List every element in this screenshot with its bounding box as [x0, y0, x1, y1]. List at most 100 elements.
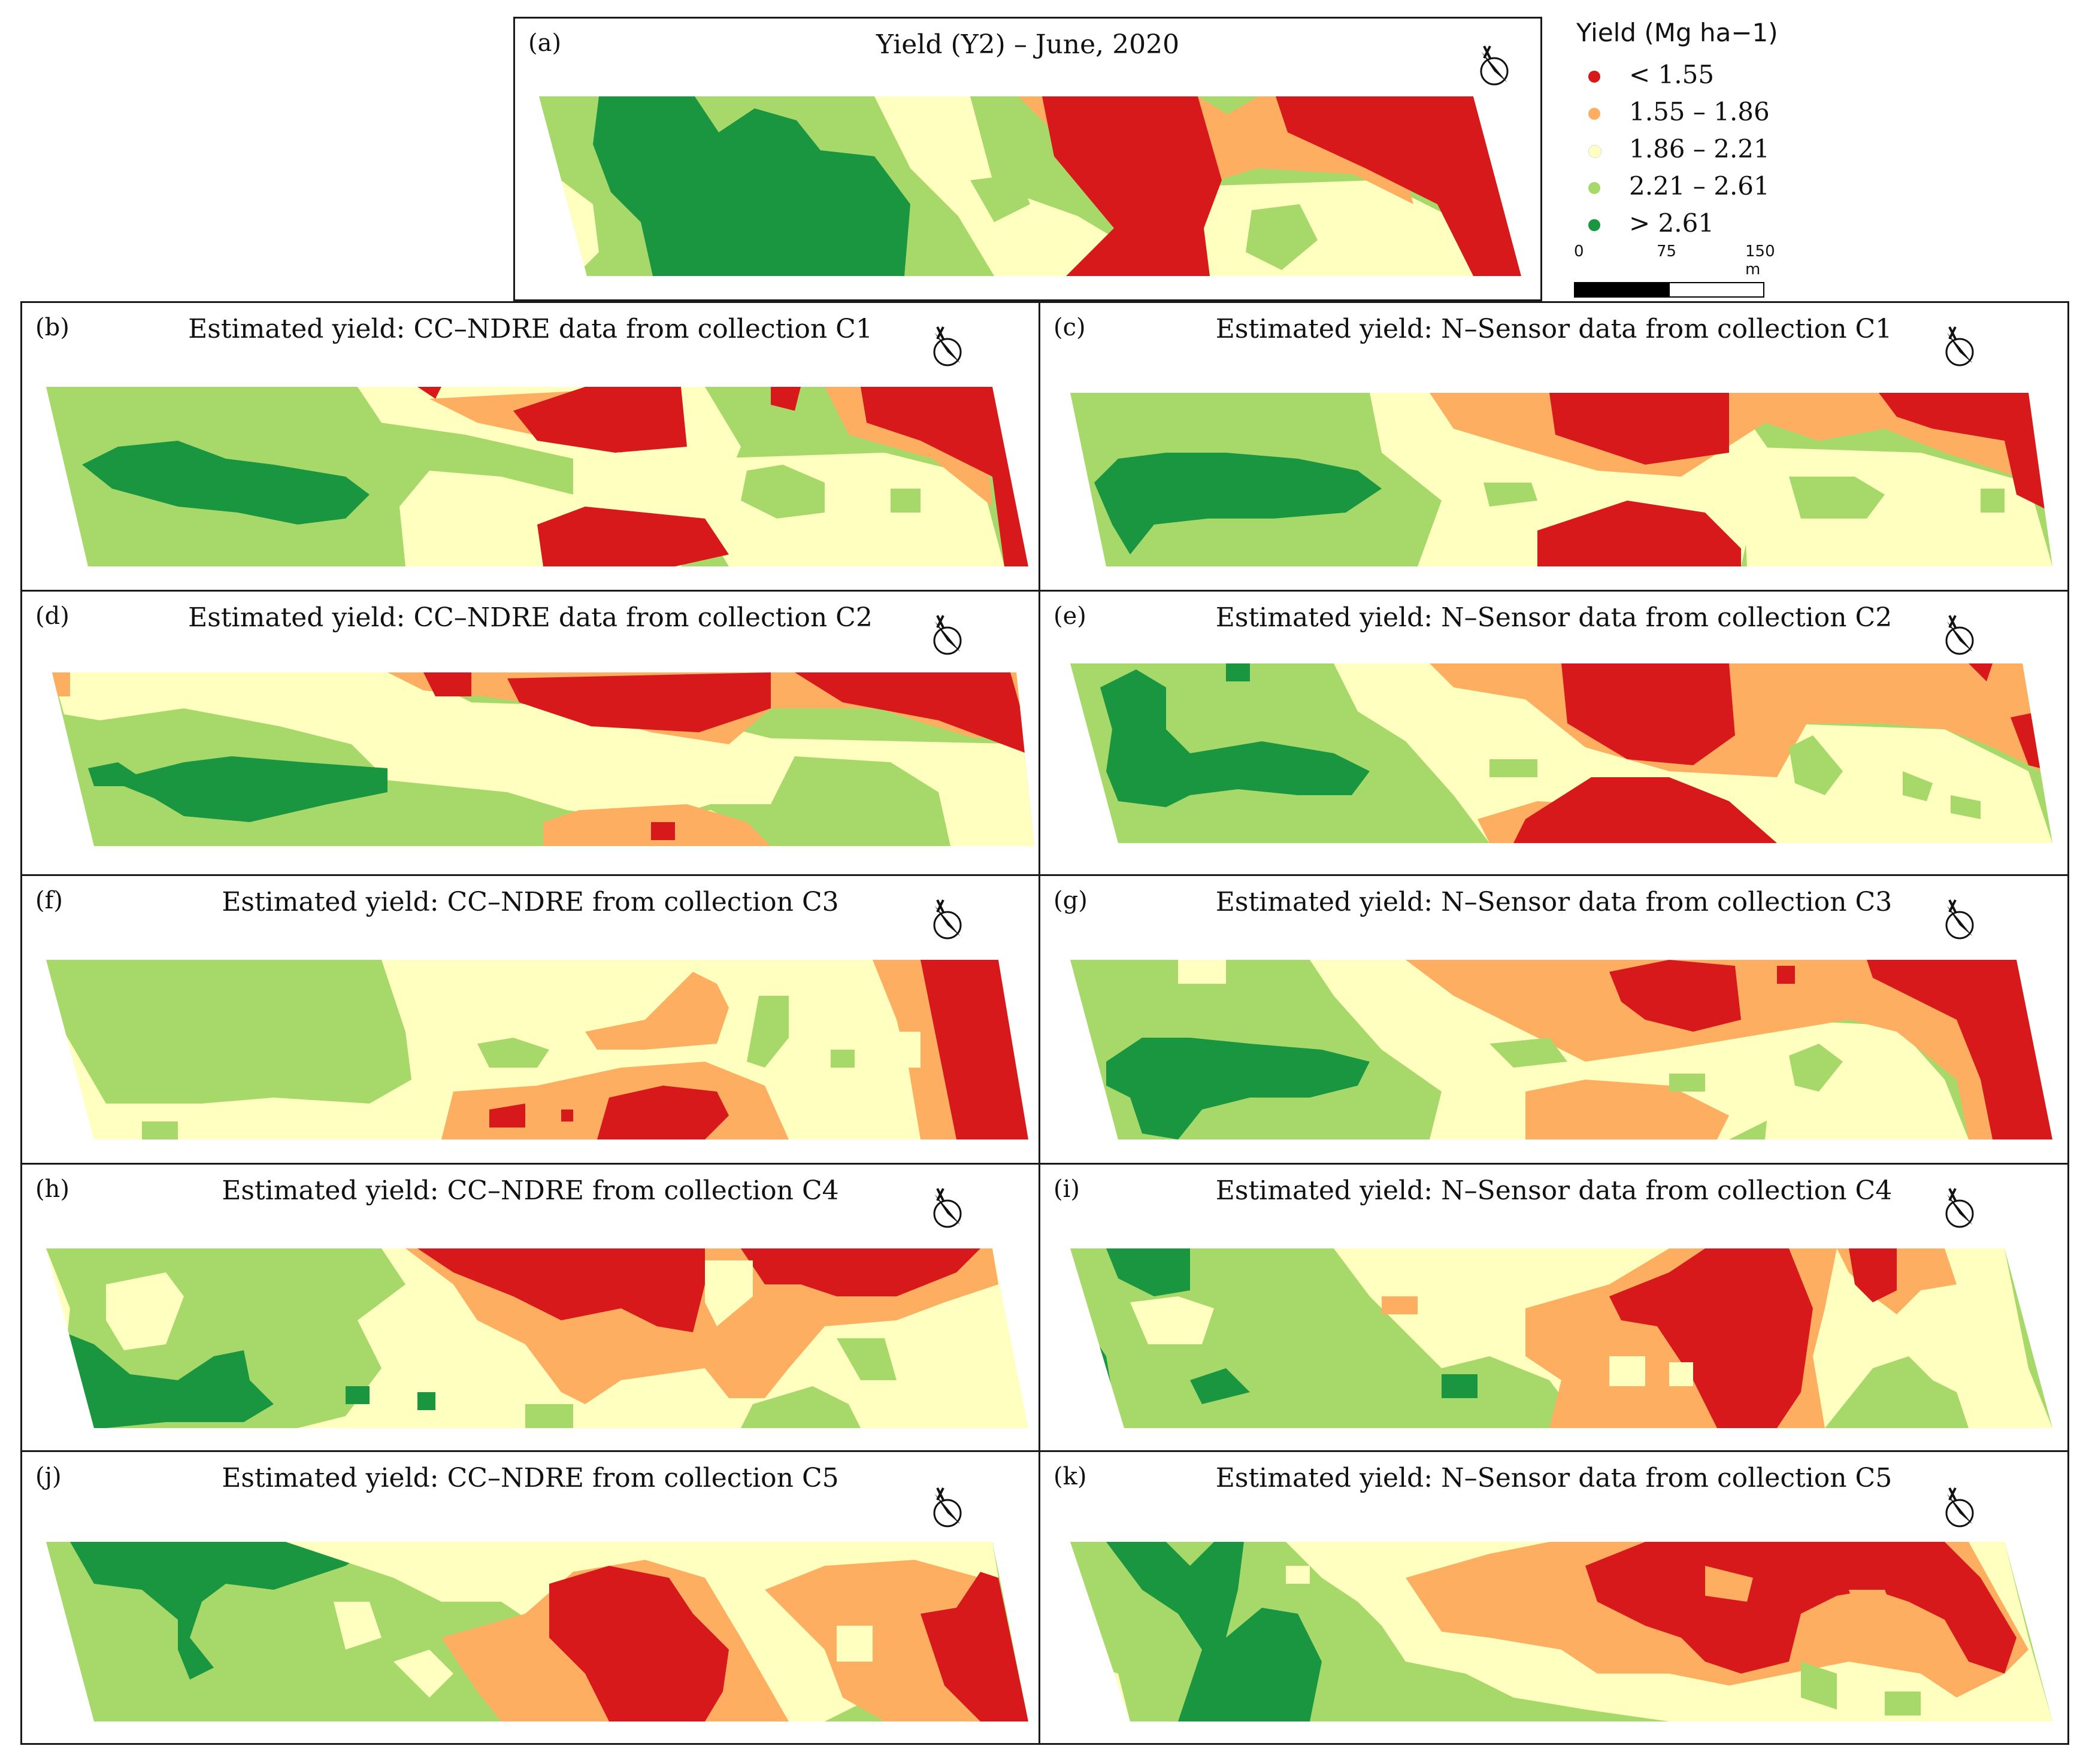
zone-gt2.61 — [1106, 1248, 1190, 1296]
zone-lt1.55 — [921, 960, 1028, 1139]
zone-2.21-2.61 — [1483, 483, 1537, 507]
zone-gt2.61 — [64, 1332, 274, 1428]
zone-2.21-2.61 — [1903, 771, 1933, 801]
zone-2.21-2.61 — [1489, 759, 1537, 777]
panel-title: Estimated yield: N–Sensor data from coll… — [1215, 602, 1893, 633]
zone-lt1.55 — [537, 507, 729, 566]
zone-lt1.55 — [1042, 96, 1222, 276]
scale-label: 150 m — [1745, 243, 1775, 278]
zone-2.21-2.61 — [1789, 477, 1885, 519]
zone-lt1.55 — [1609, 960, 1741, 1032]
zone-2.21-2.61 — [1981, 489, 2005, 513]
zone-1.86-2.21 — [393, 1650, 453, 1698]
zone-lt1.55 — [651, 822, 675, 840]
zone-gt2.61 — [417, 1392, 435, 1410]
legend-swatch — [1588, 108, 1600, 120]
zone-2.21-2.61 — [1951, 795, 1981, 819]
yield-map — [1070, 663, 2052, 843]
zone-gt2.61 — [88, 756, 387, 822]
zone-1.55-1.86 — [1849, 1590, 1897, 1626]
panel-d: (d) Estimated yield: CC–NDRE data from c… — [20, 590, 1040, 876]
zone-1.86-2.21 — [693, 1554, 717, 1572]
zone-2.21-2.61 — [970, 174, 1030, 222]
north-arrow-icon — [927, 610, 968, 665]
scale-label: 75 — [1657, 243, 1677, 260]
zone-lt1.55 — [1561, 663, 1735, 765]
north-arrow-icon — [927, 321, 968, 376]
zone-1.55-1.86 — [1382, 1296, 1418, 1314]
zone-lt1.55 — [921, 1572, 1028, 1721]
yield-map — [46, 1248, 1028, 1428]
panel-title: Estimated yield: N–Sensor data from coll… — [1215, 314, 1893, 344]
zone-lt1.55 — [597, 1086, 729, 1139]
zone-2.21-2.61 — [741, 465, 825, 519]
panel-f: (f) Estimated yield: CC–NDRE from collec… — [20, 874, 1040, 1165]
zone-gt2.61 — [1106, 1038, 1370, 1139]
zone-1.55-1.86 — [1705, 1566, 1753, 1602]
zone-2.21-2.61 — [142, 1122, 178, 1139]
north-arrow-icon — [927, 1183, 968, 1238]
panel-label: (j) — [35, 1463, 62, 1490]
zone-2.21-2.61 — [1669, 1074, 1705, 1092]
zone-lt1.55 — [861, 387, 1028, 566]
zone-1.86-2.21 — [1609, 1356, 1645, 1386]
zone-1.86-2.21 — [1130, 1296, 1214, 1344]
legend-swatch — [1588, 71, 1600, 83]
zone-lt1.55 — [417, 387, 441, 399]
zone-gt2.61 — [1442, 1374, 1478, 1398]
zone-1.55-1.86 — [585, 972, 729, 1050]
north-arrow-icon — [927, 1482, 968, 1537]
legend-label: 1.55 – 1.86 — [1629, 97, 1770, 126]
zone-2.21-2.61 — [1789, 735, 1843, 795]
north-arrow-icon — [927, 894, 968, 949]
legend-swatch — [1588, 145, 1601, 158]
scale-label: 0 — [1574, 243, 1584, 260]
zone-2.21-2.61 — [1885, 1692, 1921, 1715]
zone-lt1.55 — [507, 672, 771, 732]
panel-label: (f) — [35, 887, 63, 914]
panel-title: Estimated yield: N–Sensor data from coll… — [1215, 1175, 1893, 1206]
panel-k: (k) Estimated yield: N–Sensor data from … — [1039, 1450, 2069, 1745]
zone-2.21-2.61 — [1801, 1662, 1837, 1710]
zone-lt1.55 — [1513, 777, 1777, 843]
zone-2.21-2.61 — [837, 1338, 897, 1380]
panel-title: Estimated yield: CC–NDRE from collection… — [222, 1175, 839, 1206]
zone-lt1.55 — [1969, 663, 1993, 681]
zone-1.55-1.86 — [1406, 960, 2052, 1139]
zone-2.21-2.61 — [1861, 1368, 1969, 1428]
zone-lt1.55 — [1276, 96, 1521, 276]
yield-map — [1070, 960, 2052, 1139]
zone-1.55-1.86 — [52, 672, 70, 696]
zone-gt2.61 — [1190, 1368, 1250, 1404]
north-arrow-icon — [1939, 1482, 1981, 1537]
legend-label: 2.21 – 2.61 — [1629, 171, 1770, 201]
zone-lt1.55 — [1777, 966, 1795, 984]
zone-gt2.61 — [1106, 1542, 1322, 1721]
zone-1.86-2.21 — [1669, 1362, 1693, 1386]
zone-lt1.55 — [741, 1248, 980, 1296]
zone-1.86-2.21 — [106, 1272, 184, 1350]
zone-1.86-2.21 — [1286, 1566, 1310, 1584]
legend-swatch — [1588, 219, 1600, 231]
yield-map — [46, 960, 1028, 1139]
zone-2.21-2.61 — [46, 960, 411, 1104]
panel-label: (b) — [35, 314, 69, 341]
zone-lt1.55 — [1867, 960, 2052, 1139]
panel-label: (g) — [1053, 887, 1088, 914]
panel-h: (h) Estimated yield: CC–NDRE from collec… — [20, 1163, 1040, 1452]
north-arrow-icon — [1939, 610, 1981, 665]
yield-map — [539, 96, 1521, 276]
zone-lt1.55 — [1879, 393, 2052, 513]
panel-a: (a) Yield (Y2) – June, 2020 — [513, 17, 1542, 301]
panel-title: Estimated yield: N–Sensor data from coll… — [1215, 1463, 1893, 1493]
panel-title: Yield (Y2) – June, 2020 — [876, 29, 1180, 60]
zone-lt1.55 — [1585, 1542, 2017, 1674]
yield-map — [1070, 1248, 2052, 1428]
scale-segment-white — [1669, 282, 1764, 298]
zone-gt2.61 — [70, 1542, 382, 1680]
zone-gt2.61 — [1094, 453, 1382, 554]
zone-1.86-2.21 — [874, 96, 1156, 276]
scale-bar: 0 75 150 m — [1574, 243, 1775, 298]
north-arrow-icon — [1473, 40, 1515, 95]
zone-2.21-2.61 — [477, 1038, 549, 1068]
